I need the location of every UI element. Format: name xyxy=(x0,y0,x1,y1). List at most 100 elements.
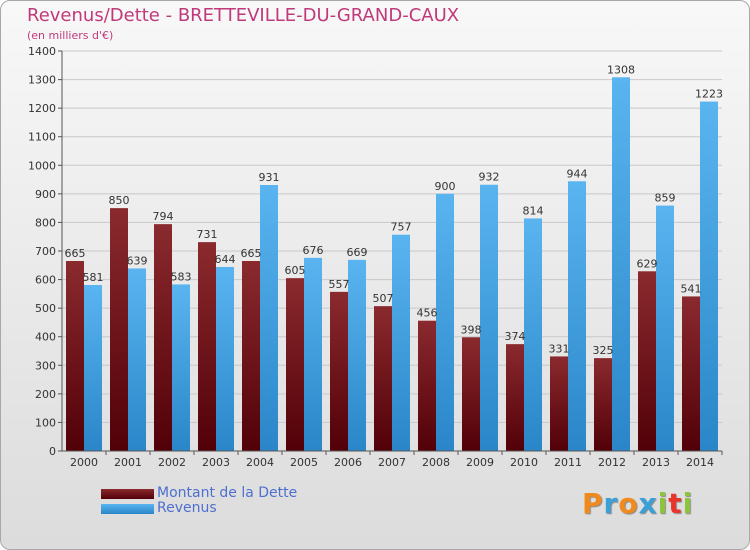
logo-letter: t xyxy=(668,487,683,520)
value-label-revenus: 1308 xyxy=(607,63,635,76)
bar-revenus xyxy=(348,259,366,451)
x-tick-label: 2002 xyxy=(158,456,186,469)
bar-revenus xyxy=(480,184,498,451)
value-label-dette: 665 xyxy=(241,247,262,260)
bar-dette xyxy=(638,271,656,451)
bar-revenus xyxy=(436,193,454,451)
x-tick-label: 2008 xyxy=(422,456,450,469)
value-label-revenus: 900 xyxy=(435,180,456,193)
bar-dette xyxy=(198,242,216,451)
legend-swatch-revenus xyxy=(101,504,154,514)
bar-dette xyxy=(242,261,260,451)
value-label-dette: 629 xyxy=(637,257,658,270)
chart-title: Revenus/Dette - BRETTEVILLE-DU-GRAND-CAU… xyxy=(27,5,460,26)
bar-revenus xyxy=(128,268,146,451)
bar-revenus xyxy=(568,181,586,452)
value-label-revenus: 814 xyxy=(523,204,544,217)
value-label-revenus: 944 xyxy=(567,167,588,180)
x-tick-label: 2011 xyxy=(554,456,582,469)
x-tick-label: 2010 xyxy=(510,456,538,469)
y-tick-label: 1300 xyxy=(28,74,56,87)
y-tick-label: 900 xyxy=(35,188,56,201)
value-label-revenus: 757 xyxy=(391,221,412,234)
y-tick-label: 200 xyxy=(35,388,56,401)
bar-dette xyxy=(682,296,700,451)
value-label-revenus: 583 xyxy=(171,270,192,283)
bar-dette xyxy=(154,224,172,451)
value-label-dette: 374 xyxy=(505,330,526,343)
y-tick-label: 1100 xyxy=(28,131,56,144)
bar-revenus xyxy=(524,218,542,451)
value-label-revenus: 669 xyxy=(347,246,368,259)
bar-revenus xyxy=(84,285,102,451)
logo-letter: o xyxy=(618,487,639,520)
x-tick-label: 2007 xyxy=(378,456,406,469)
axes: 0 100 200 300 400 500 600 700 800 900 1000 1100 1200… xyxy=(28,45,723,469)
bar-dette xyxy=(462,337,480,451)
x-tick-label: 2004 xyxy=(246,456,274,469)
value-label-revenus: 859 xyxy=(655,192,676,205)
y-tick-label: 300 xyxy=(35,359,56,372)
value-label-revenus: 676 xyxy=(303,244,324,257)
value-label-revenus: 581 xyxy=(83,271,104,284)
y-tick-label: 600 xyxy=(35,274,56,287)
value-label-dette: 325 xyxy=(593,344,614,357)
bar-revenus xyxy=(304,257,322,451)
bar-dette xyxy=(330,291,348,451)
y-tick-label: 100 xyxy=(35,416,56,429)
value-label-revenus: 644 xyxy=(215,253,236,266)
y-tick-label: 800 xyxy=(35,216,56,229)
bar-revenus xyxy=(612,77,630,452)
x-tick-label: 2005 xyxy=(290,456,318,469)
logo-letter: i xyxy=(682,487,694,520)
bar-dette xyxy=(66,261,84,451)
value-label-revenus: 639 xyxy=(127,254,148,267)
value-label-dette: 665 xyxy=(65,247,86,260)
value-label-dette: 331 xyxy=(549,342,570,355)
bar-revenus xyxy=(392,234,410,451)
bar-dette xyxy=(550,356,568,451)
bar-revenus xyxy=(656,205,674,451)
value-label-dette: 850 xyxy=(109,194,130,207)
y-tick-label: 500 xyxy=(35,302,56,315)
x-tick-label: 2013 xyxy=(642,456,670,469)
bar-dette xyxy=(594,358,612,451)
value-label-dette: 541 xyxy=(681,282,702,295)
value-label-dette: 794 xyxy=(153,210,174,223)
chart-subtitle: (en milliers d'€) xyxy=(27,29,114,42)
x-tick-label: 2000 xyxy=(70,456,98,469)
x-tick-label: 2009 xyxy=(466,456,494,469)
value-label-revenus: 932 xyxy=(479,171,500,184)
bar-revenus xyxy=(700,101,718,452)
bar-dette xyxy=(374,306,392,451)
bars xyxy=(66,77,718,452)
legend-label-dette: Montant de la Dette xyxy=(157,485,298,501)
proxiti-logo: Proxiti xyxy=(582,487,693,520)
x-tick-label: 2001 xyxy=(114,456,142,469)
y-tick-label: 400 xyxy=(35,331,56,344)
logo-letter: i xyxy=(657,487,669,520)
legend-swatch-dette xyxy=(101,489,154,499)
bar-revenus xyxy=(216,267,234,451)
x-tick-label: 2003 xyxy=(202,456,230,469)
bar-revenus xyxy=(172,284,190,451)
legend-label-revenus: Revenus xyxy=(157,500,217,516)
bar-revenus xyxy=(260,185,278,451)
logo-letter: r xyxy=(603,487,619,520)
x-tick-label: 2006 xyxy=(334,456,362,469)
bar-dette xyxy=(506,344,524,451)
value-label-revenus: 1223 xyxy=(695,88,723,101)
value-label-dette: 507 xyxy=(373,292,394,305)
y-tick-label: 1200 xyxy=(28,102,56,115)
y-tick-label: 1400 xyxy=(28,45,56,58)
x-tick-label: 2014 xyxy=(686,456,714,469)
value-label-dette: 605 xyxy=(285,264,306,277)
value-label-dette: 731 xyxy=(197,228,218,241)
bar-dette xyxy=(110,208,128,451)
y-tick-label: 0 xyxy=(49,445,56,458)
value-labels: 665 581 850 639 794 583 731 644 665 931 605 676 557 6… xyxy=(65,63,724,357)
bar-dette xyxy=(286,278,304,451)
logo-letter: P xyxy=(582,487,604,520)
